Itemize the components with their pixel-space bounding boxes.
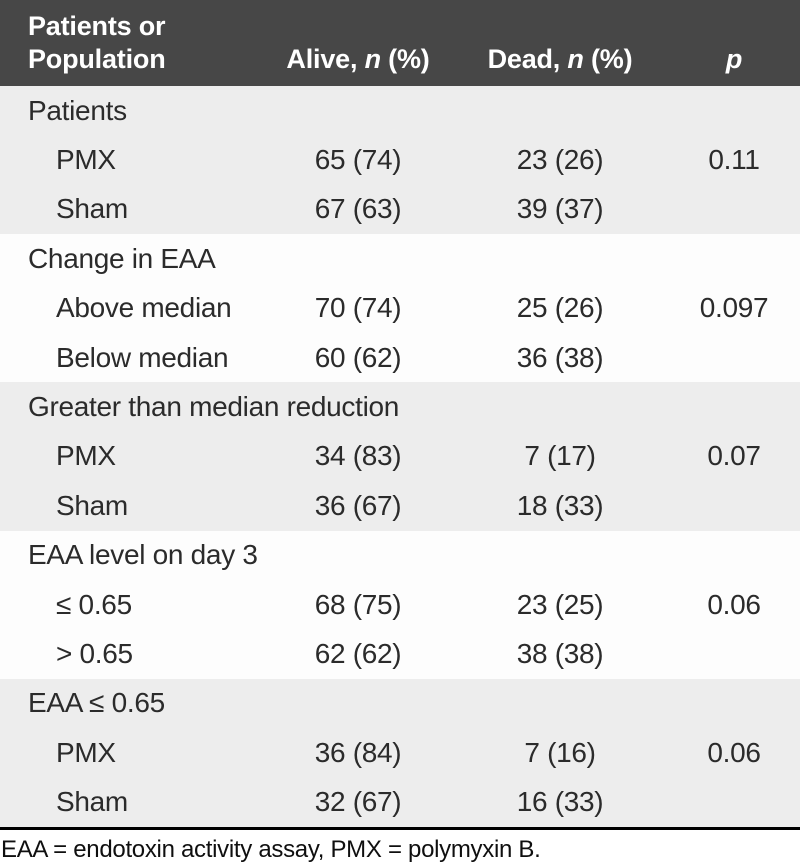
- section-eaa-level-day-3: EAA level on day 3: [0, 530, 800, 580]
- section-greater-than-median-reduction: Greater than median reduction: [0, 382, 800, 432]
- survival-outcomes-table: Patients or Population Alive, n (%) Dead…: [0, 0, 800, 827]
- cell-dead: 16 (33): [516, 786, 604, 818]
- cell-dead: 36 (38): [516, 341, 604, 373]
- cell-label: Below median: [56, 341, 229, 373]
- section-title: EAA ≤ 0.65: [28, 687, 165, 719]
- cell-alive: 36 (84): [314, 736, 402, 768]
- section-patients: Patients: [0, 86, 800, 136]
- cell-alive: 70 (74): [314, 292, 402, 324]
- header-text-fragment: (%): [380, 44, 430, 74]
- header-text-fragment: n: [567, 44, 584, 74]
- section-title: Patients: [28, 94, 127, 126]
- cell-p: 0.06: [707, 588, 761, 620]
- row-below-median: Below median 60 (62) 36 (38): [0, 332, 800, 383]
- cell-label: ≤ 0.65: [56, 588, 132, 620]
- cell-alive: 68 (75): [314, 588, 402, 620]
- row-patients-pmx: PMX 65 (74) 23 (26) 0.11: [0, 135, 800, 185]
- cell-dead: 7 (17): [524, 440, 596, 472]
- cell-p: [668, 777, 800, 826]
- row-above-median: Above median 70 (74) 25 (26) 0.097: [0, 283, 800, 333]
- table-footnote: EAA = endotoxin activity assay, PMX = po…: [0, 829, 800, 865]
- col-header-patients-or-population: Patients or Population: [0, 0, 264, 86]
- col-header-dead: Dead, n (%): [452, 0, 668, 86]
- cell-alive: 60 (62): [314, 341, 402, 373]
- cell-dead: 23 (26): [516, 144, 604, 176]
- cell-p: 0.11: [708, 144, 760, 176]
- cell-alive: 34 (83): [314, 440, 402, 472]
- cell-alive: 36 (67): [314, 489, 402, 521]
- row-reduction-pmx: PMX 34 (83) 7 (17) 0.07: [0, 431, 800, 482]
- cell-p: [668, 185, 800, 234]
- row-patients-sham: Sham 67 (63) 39 (37): [0, 184, 800, 235]
- row-eaa-group-pmx: PMX 36 (84) 7 (16) 0.06: [0, 728, 800, 778]
- cell-dead: 38 (38): [516, 637, 604, 669]
- row-eaa-group-sham: Sham 32 (67) 16 (33): [0, 777, 800, 827]
- header-line-1: Patients or: [28, 11, 166, 41]
- section-title: Greater than median reduction: [28, 391, 400, 423]
- cell-alive: 67 (63): [314, 193, 402, 225]
- header-text-fragment: Alive,: [286, 44, 365, 74]
- cell-p: [668, 333, 800, 382]
- cell-label: Above median: [56, 292, 232, 324]
- row-eaa-gt-065: > 0.65 62 (62) 38 (38): [0, 629, 800, 679]
- row-eaa-le-065: ≤ 0.65 68 (75) 23 (25) 0.06: [0, 579, 800, 630]
- cell-p: 0.097: [699, 292, 769, 324]
- col-header-p: p: [668, 0, 800, 86]
- cell-dead: 7 (16): [524, 736, 596, 768]
- header-line-2: Population: [28, 44, 166, 74]
- cell-p: 0.07: [707, 440, 761, 472]
- section-eaa-le-065-group: EAA ≤ 0.65: [0, 678, 800, 729]
- header-text-fragment: n: [364, 44, 382, 74]
- table-header-row: Patients or Population Alive, n (%) Dead…: [0, 0, 800, 86]
- header-text-fragment: (%): [583, 44, 633, 74]
- cell-p: [668, 481, 800, 530]
- cell-alive: 32 (67): [314, 786, 402, 818]
- section-change-in-eaa: Change in EAA: [0, 234, 800, 284]
- header-text-fragment: Dead,: [487, 44, 568, 74]
- section-title: Change in EAA: [28, 242, 216, 274]
- cell-label: > 0.65: [56, 637, 133, 669]
- cell-dead: 18 (33): [516, 489, 604, 521]
- cell-p: 0.06: [707, 736, 761, 768]
- cell-dead: 39 (37): [516, 193, 604, 225]
- section-title: EAA level on day 3: [28, 539, 258, 571]
- cell-label: Sham: [56, 786, 128, 818]
- divider-rule: [0, 826, 800, 830]
- cell-p: [668, 629, 800, 678]
- row-reduction-sham: Sham 36 (67) 18 (33): [0, 481, 800, 531]
- col-header-alive: Alive, n (%): [264, 0, 452, 86]
- cell-label: Sham: [56, 489, 128, 521]
- cell-alive: 62 (62): [314, 637, 402, 669]
- cell-label: PMX: [56, 440, 116, 472]
- cell-alive: 65 (74): [314, 144, 402, 176]
- cell-label: PMX: [56, 144, 116, 176]
- cell-label: Sham: [56, 193, 128, 225]
- cell-dead: 25 (26): [516, 292, 604, 324]
- cell-dead: 23 (25): [516, 588, 604, 620]
- cell-label: PMX: [56, 736, 116, 768]
